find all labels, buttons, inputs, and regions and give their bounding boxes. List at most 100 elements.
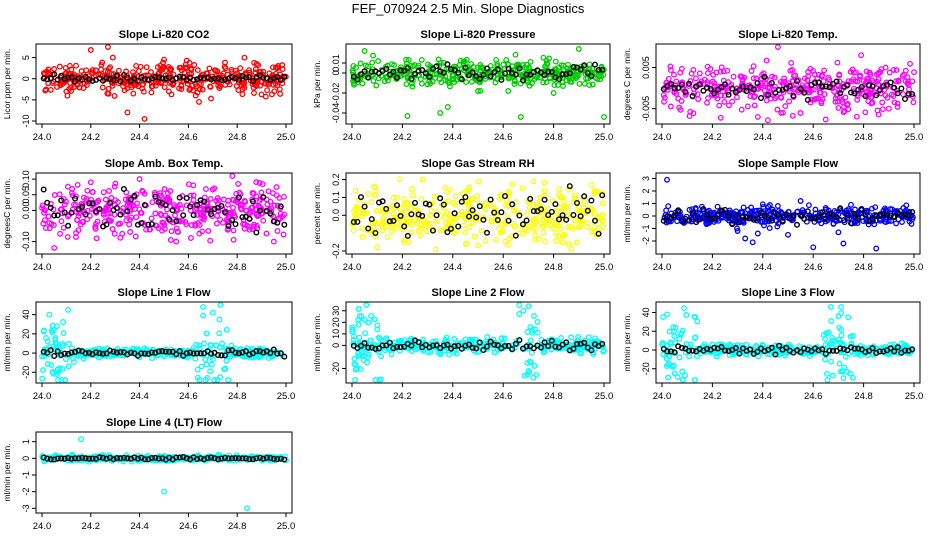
panel-title: Slope Line 1 Flow: [118, 287, 211, 299]
reference-point: [491, 209, 498, 216]
data-point: [847, 333, 854, 340]
outlier-point: [161, 56, 167, 63]
reference-point: [476, 75, 483, 82]
data-point: [667, 103, 674, 110]
reference-point: [675, 84, 682, 91]
y-tick-label: 0.01: [331, 54, 341, 72]
data-point: [133, 214, 140, 221]
data-point: [836, 87, 843, 94]
data-point: [510, 207, 517, 214]
plot-frame: [35, 172, 293, 255]
data-point: [564, 61, 571, 68]
reference-point: [232, 455, 239, 462]
reference-point: [412, 70, 419, 77]
data-point: [836, 360, 843, 367]
data-point: [396, 347, 403, 354]
data-point: [273, 184, 280, 191]
data-point: [581, 208, 588, 215]
reference-point: [368, 216, 375, 223]
reference-point: [426, 73, 433, 80]
reference-point: [862, 92, 869, 99]
data-point: [161, 186, 168, 193]
data-point: [512, 51, 519, 58]
data-point: [50, 370, 57, 377]
reference-point: [433, 342, 440, 349]
reference-point: [394, 343, 401, 350]
data-point: [369, 59, 376, 66]
data-point: [718, 341, 725, 348]
reference-point: [274, 456, 281, 463]
reference-point: [556, 75, 563, 82]
x-tick-label: 24.2: [82, 132, 101, 143]
reference-point: [404, 65, 411, 72]
data-point: [841, 108, 848, 115]
data-point: [380, 215, 387, 222]
y-tick-label: 0: [331, 70, 341, 75]
reference-point: [797, 212, 804, 219]
data-point: [108, 70, 115, 77]
data-point: [54, 84, 60, 90]
x-tick-label: 24.6: [804, 391, 823, 402]
reference-point: [141, 75, 148, 82]
y-tick-label: 5: [21, 55, 31, 60]
reference-point: [61, 350, 68, 357]
reference-point: [358, 71, 365, 78]
data-point: [115, 67, 122, 74]
outlier-point: [840, 240, 847, 247]
data-point: [388, 351, 395, 358]
reference-point: [40, 348, 47, 355]
data-point: [561, 198, 567, 205]
reference-point: [183, 350, 190, 357]
reference-point: [689, 210, 696, 217]
reference-point: [541, 71, 548, 78]
data-point: [372, 233, 379, 240]
plot-frame: [655, 43, 921, 125]
data-point: [409, 186, 415, 193]
data-point: [132, 233, 139, 240]
data-point: [772, 83, 778, 90]
outlier-point: [136, 176, 143, 183]
data-point: [85, 458, 92, 465]
data-point: [585, 334, 592, 341]
y-tick-label: 0.10: [21, 170, 31, 188]
reference-point: [768, 217, 775, 224]
reference-point: [556, 216, 563, 223]
reference-point: [194, 350, 201, 357]
data-point: [741, 74, 748, 81]
reference-point: [260, 194, 267, 201]
data-point: [526, 204, 533, 211]
reference-point: [40, 75, 47, 82]
data-point: [220, 196, 227, 203]
data-point: [192, 81, 199, 88]
data-point: [276, 86, 283, 93]
panel-title: Slope Sample Flow: [738, 158, 839, 170]
data-point: [546, 55, 553, 62]
data-point: [708, 349, 715, 356]
reference-point: [873, 92, 880, 99]
reference-point: [221, 76, 228, 83]
reference-point: [869, 345, 876, 352]
reference-point: [494, 66, 501, 73]
chart-panel-3: Slope Li-820 Temp.degrees C per min.24.0…: [622, 29, 923, 143]
data-point: [433, 218, 440, 225]
reference-point: [563, 339, 570, 346]
reference-point: [96, 205, 103, 212]
data-point: [786, 88, 793, 95]
y-axis-label: ml/min per min.: [2, 313, 12, 371]
reference-point: [99, 77, 106, 84]
data-point: [178, 82, 185, 89]
data-point: [782, 103, 789, 110]
chart-panel-4: Slope Amb. Box Temp.degreesC per min.24.…: [2, 158, 295, 273]
reference-point: [783, 211, 790, 218]
data-point: [363, 209, 370, 216]
data-point: [498, 221, 505, 228]
data-point: [696, 70, 703, 77]
data-point: [828, 318, 835, 324]
reference-point: [242, 455, 249, 462]
data-point: [415, 208, 422, 214]
data-point: [355, 321, 362, 328]
reference-point: [65, 74, 72, 81]
data-point: [148, 215, 155, 222]
outlier-point: [361, 317, 368, 323]
